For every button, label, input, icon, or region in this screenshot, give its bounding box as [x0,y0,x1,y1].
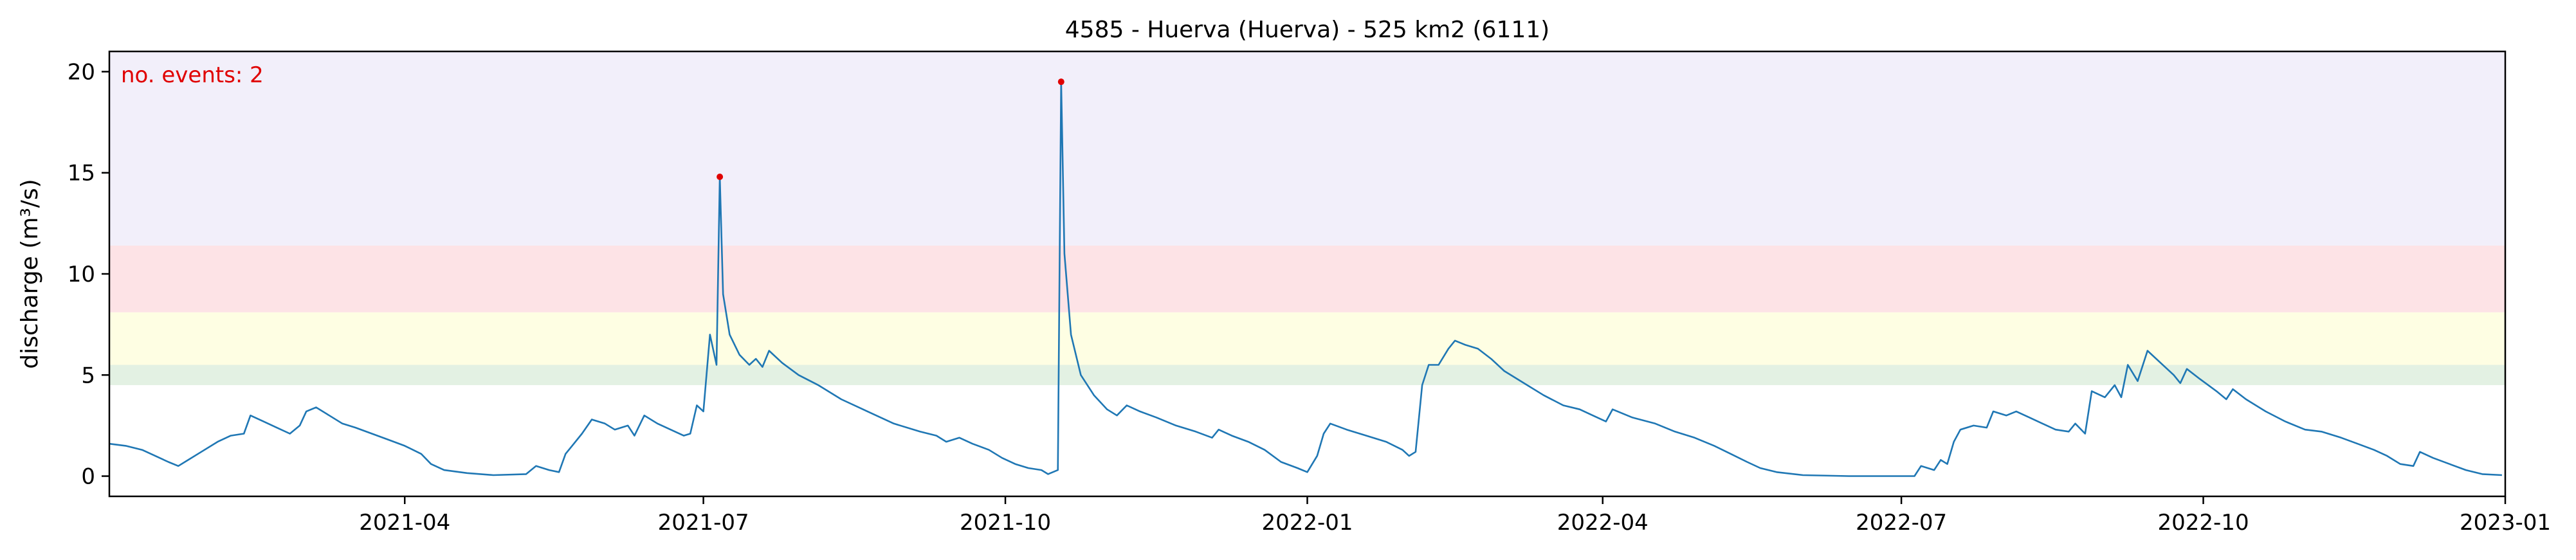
threshold-bands [109,51,2505,385]
y-axis-label: discharge (m³/s) [17,179,43,368]
threshold-band-3 [109,51,2505,246]
y-axis: 0 5 10 15 20 [68,59,109,490]
event-marker-0 [717,174,724,181]
series-line-0 [109,80,2502,477]
x-tick-label-0: 2021-04 [359,510,450,536]
threshold-band-0 [109,365,2505,385]
x-tick-label-1: 2021-07 [658,510,749,536]
x-tick-label-5: 2022-07 [1856,510,1947,536]
events-count-annotation: no. events: 2 [121,62,264,88]
x-tick-label-4: 2022-04 [1557,510,1649,536]
y-tick-label-3: 15 [68,161,95,186]
y-tick-label-2: 10 [68,262,95,287]
x-tick-label-3: 2022-01 [1261,510,1353,536]
y-tick-label-0: 0 [81,464,95,490]
event-markers [717,78,1064,181]
x-axis: 2021-04 2021-07 2021-10 2022-01 2022-04 2022-… [359,496,2551,536]
x-tick-label-6: 2022-10 [2158,510,2249,536]
chart-title: 4585 - Huerva (Huerva) - 525 km2 (6111) [1065,17,1549,43]
series-layer [109,80,2502,477]
threshold-band-1 [109,312,2505,365]
event-marker-1 [1057,78,1064,86]
x-tick-label-7: 2023-01 [2460,510,2551,536]
y-tick-label-4: 20 [68,59,95,85]
y-tick-label-1: 5 [81,363,95,388]
x-tick-label-2: 2021-10 [960,510,1051,536]
threshold-band-2 [109,245,2505,312]
